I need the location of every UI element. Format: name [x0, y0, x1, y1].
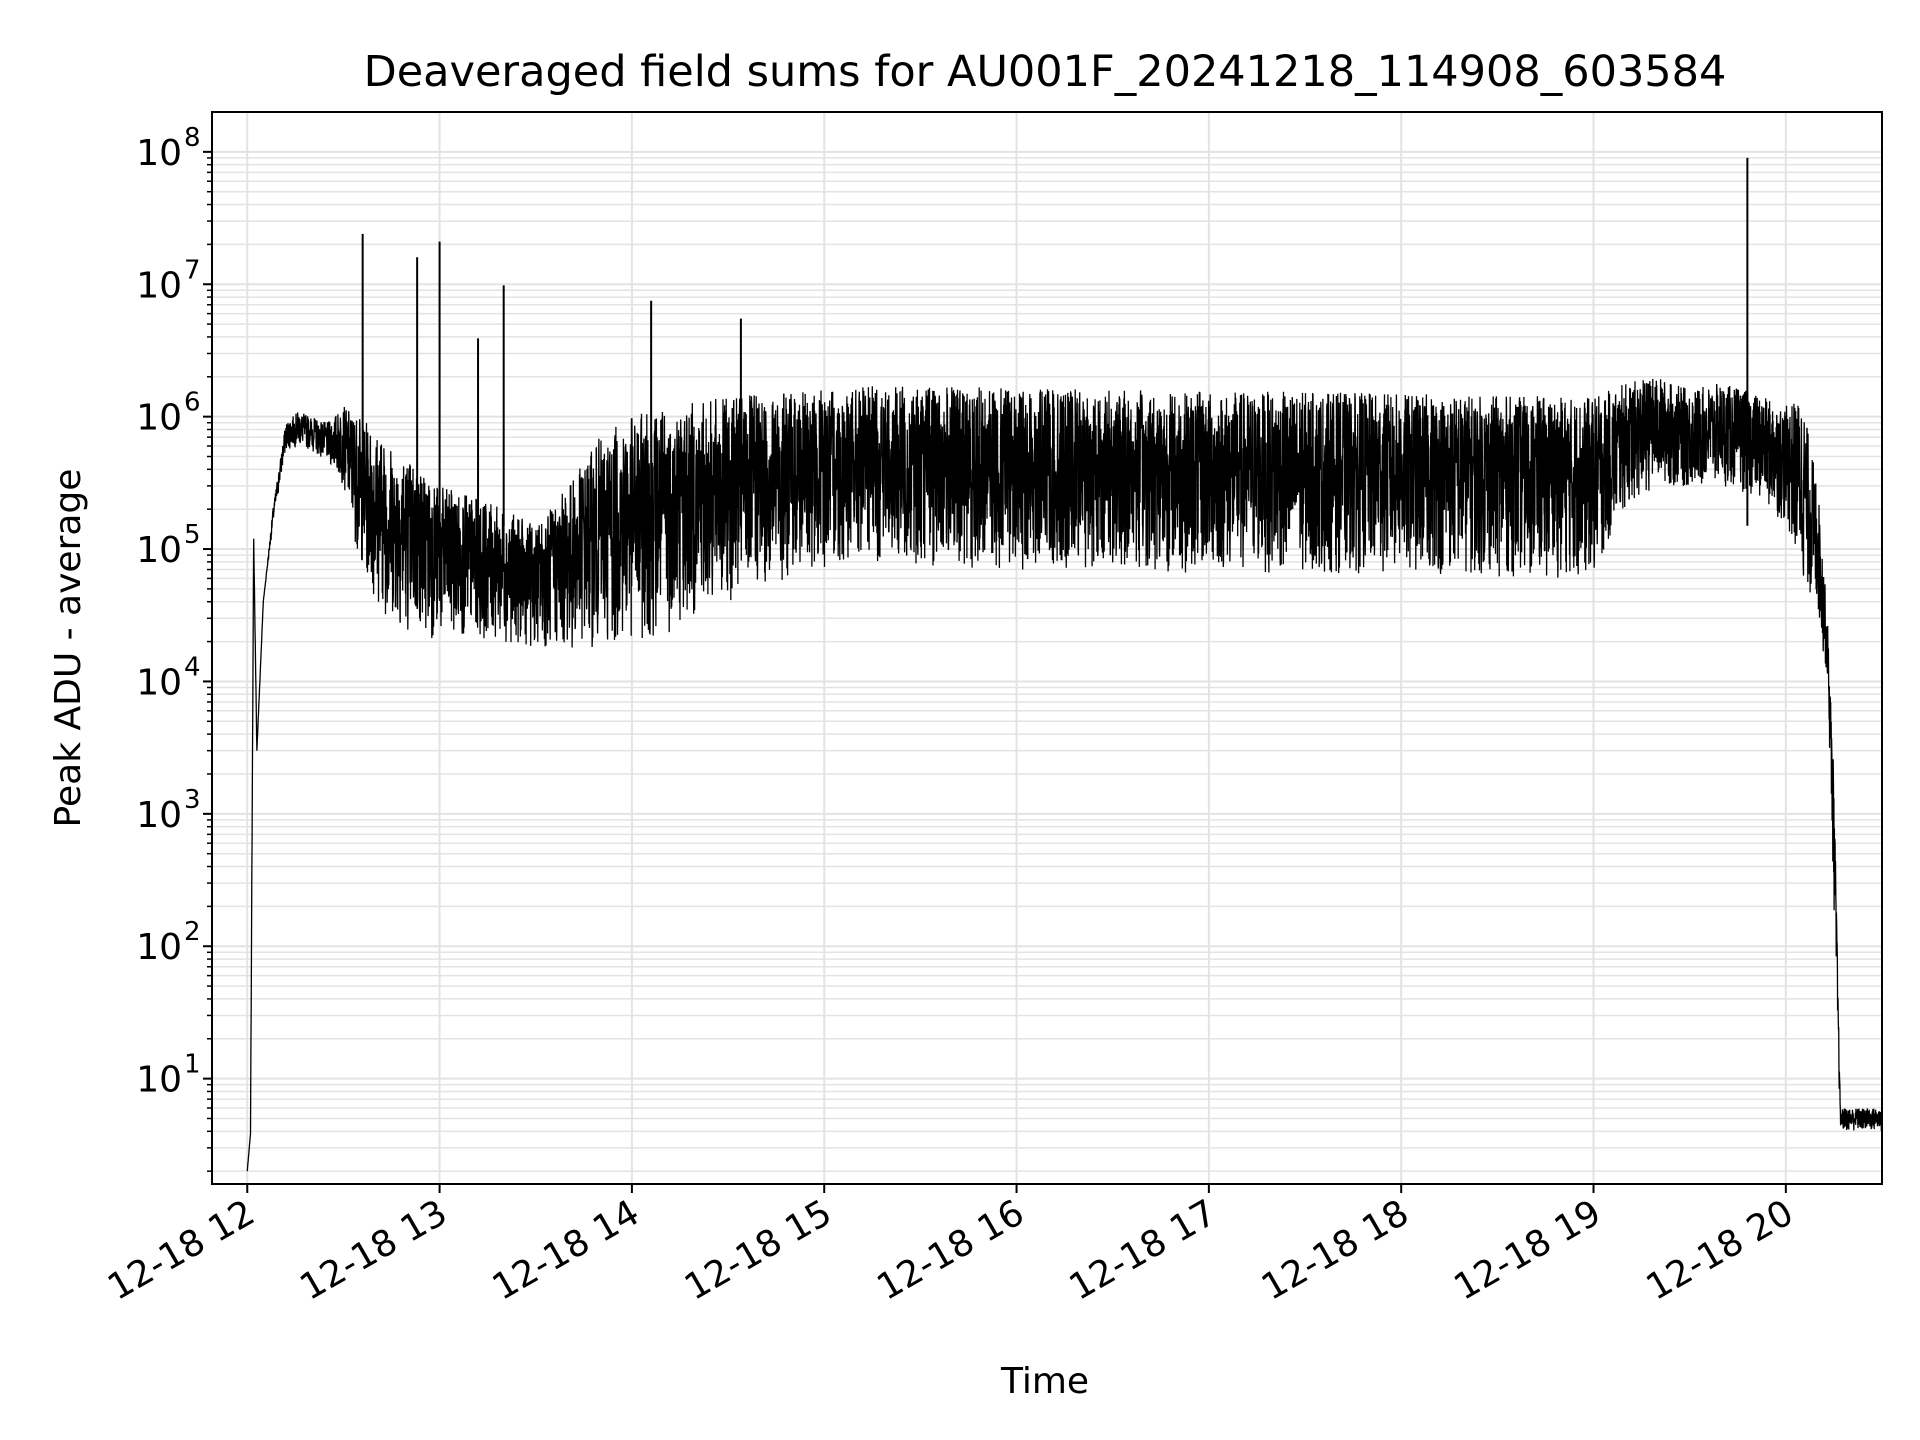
x-tick-label: 12-18 20 — [1640, 1192, 1801, 1308]
y-tick-exponent: 3 — [184, 785, 201, 815]
y-tick-exponent: 5 — [184, 520, 201, 550]
grid — [212, 112, 1882, 1184]
y-axis-label: Peak ADU - average — [48, 469, 89, 828]
x-axis-ticks: 12-18 12 12-18 13 12-18 14 12-18 15 12-18 16… — [101, 1184, 1800, 1309]
y-tick-label: 10 — [136, 1060, 182, 1101]
y-tick-label: 10 — [136, 795, 182, 836]
x-tick-label: 12-18 18 — [1255, 1192, 1416, 1308]
y-tick-exponent: 6 — [184, 388, 201, 418]
plot-frame — [211, 111, 1883, 1185]
y-tick-exponent: 8 — [184, 123, 201, 153]
x-tick-label: 12-18 13 — [293, 1192, 454, 1308]
y-tick-exponent: 4 — [184, 652, 201, 682]
x-tick-label: 12-18 12 — [101, 1192, 262, 1308]
y-tick-label: 10 — [136, 530, 182, 571]
series-line — [246, 157, 1883, 1172]
y-tick-exponent: 1 — [184, 1050, 201, 1080]
y-tick-label: 10 — [136, 133, 182, 174]
x-tick-label: 12-18 19 — [1447, 1192, 1608, 1308]
series-polyline — [246, 378, 1883, 1172]
y-tick-label: 10 — [136, 398, 182, 439]
y-tick-label: 10 — [136, 927, 182, 968]
chart-title: Deaveraged field sums for AU001F_2024121… — [364, 47, 1727, 97]
x-axis-label: Time — [1000, 1361, 1089, 1402]
x-tick-label: 12-18 17 — [1063, 1192, 1224, 1308]
y-tick-exponent: 2 — [184, 917, 201, 947]
y-tick-exponent: 7 — [184, 255, 201, 285]
y-tick-label: 10 — [136, 265, 182, 306]
x-tick-label: 12-18 14 — [486, 1192, 647, 1308]
y-tick-label: 10 — [136, 662, 182, 703]
x-tick-label: 12-18 16 — [870, 1192, 1031, 1308]
x-tick-label: 12-18 15 — [678, 1192, 839, 1308]
